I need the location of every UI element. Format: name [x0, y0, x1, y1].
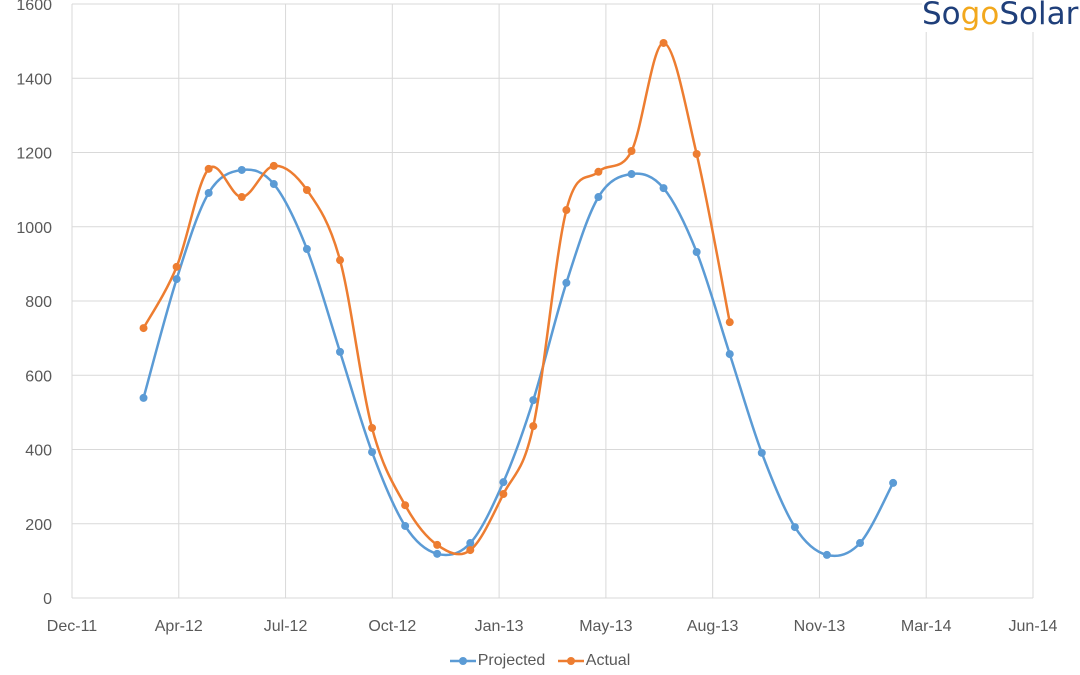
y-tick-label: 800	[25, 294, 52, 311]
logo-text-so: So	[922, 0, 961, 32]
legend-item-actual[interactable]: Actual	[557, 652, 631, 670]
x-tick-label: Dec-11	[47, 618, 97, 635]
data-point-actual	[725, 318, 734, 327]
x-tick-label: Jun-14	[1009, 618, 1058, 635]
logo-text-go: go	[960, 0, 1000, 32]
data-point-projected	[659, 184, 668, 193]
data-point-projected	[466, 539, 475, 548]
data-point-actual	[139, 324, 148, 333]
data-point-actual	[692, 149, 701, 158]
x-tick-label: May-13	[579, 618, 632, 635]
logo-text-sogo: Sogo	[922, 0, 999, 32]
data-point-projected	[269, 180, 278, 189]
data-point-actual	[594, 167, 603, 176]
data-point-actual	[237, 193, 246, 202]
legend-marker-actual	[557, 657, 584, 665]
y-tick-label: 0	[43, 591, 52, 608]
y-tick-label: 200	[25, 517, 52, 534]
data-point-actual	[562, 206, 571, 215]
data-point-projected	[692, 247, 701, 256]
data-point-actual	[401, 501, 410, 510]
data-point-projected	[562, 278, 571, 287]
data-point-projected	[302, 245, 311, 254]
data-point-projected	[889, 478, 898, 487]
y-tick-label: 400	[25, 443, 52, 460]
data-point-actual	[627, 147, 636, 156]
data-point-projected	[627, 170, 636, 179]
data-point-projected	[757, 448, 766, 457]
x-tick-label: Apr-12	[155, 618, 203, 635]
x-tick-label: Oct-12	[368, 618, 416, 635]
data-point-projected	[433, 549, 442, 558]
data-point-projected	[822, 550, 831, 559]
data-point-actual	[269, 161, 278, 170]
y-tick-label: 1200	[16, 146, 52, 163]
y-tick-label: 600	[25, 368, 52, 385]
data-point-actual	[529, 422, 538, 431]
data-point-projected	[856, 539, 865, 548]
data-point-projected	[594, 193, 603, 202]
data-point-projected	[499, 478, 508, 487]
x-tick-label: Jul-12	[264, 618, 308, 635]
data-point-actual	[302, 185, 311, 194]
series-line-projected	[142, 168, 895, 558]
data-point-projected	[139, 393, 148, 402]
y-tick-label: 1000	[16, 220, 52, 237]
data-point-actual	[336, 256, 345, 265]
data-point-actual	[659, 38, 668, 47]
x-tick-label: Aug-13	[687, 618, 739, 635]
data-point-actual	[368, 423, 377, 432]
x-tick-label: Mar-14	[901, 618, 952, 635]
data-point-projected	[401, 521, 410, 530]
series-line-actual	[142, 41, 731, 556]
legend-label-actual: Actual	[585, 652, 631, 669]
data-point-projected	[725, 350, 734, 359]
data-point-actual	[172, 262, 181, 271]
data-point-actual	[466, 546, 475, 555]
y-tick-label: 1400	[16, 71, 52, 88]
legend-marker-projected	[449, 657, 476, 665]
data-point-projected	[237, 165, 246, 174]
data-point-projected	[529, 396, 538, 405]
data-point-projected	[172, 275, 181, 284]
data-point-projected	[204, 188, 213, 197]
data-point-projected	[790, 523, 799, 532]
data-point-actual	[499, 490, 508, 499]
y-tick-label: 1600	[16, 0, 52, 14]
x-tick-label: Jan-13	[475, 618, 524, 635]
sogosolar-logo: SogoSolar	[922, 0, 1079, 32]
legend-item-projected[interactable]: Projected	[449, 652, 546, 670]
data-point-actual	[204, 164, 213, 173]
data-point-actual	[433, 540, 442, 549]
logo-text-solar: Solar	[999, 0, 1079, 32]
data-point-projected	[336, 347, 345, 356]
legend-label-projected: Projected	[477, 652, 546, 669]
data-point-projected	[368, 448, 377, 457]
x-tick-label: Nov-13	[794, 618, 846, 635]
legend: Projected Actual	[0, 652, 1080, 672]
